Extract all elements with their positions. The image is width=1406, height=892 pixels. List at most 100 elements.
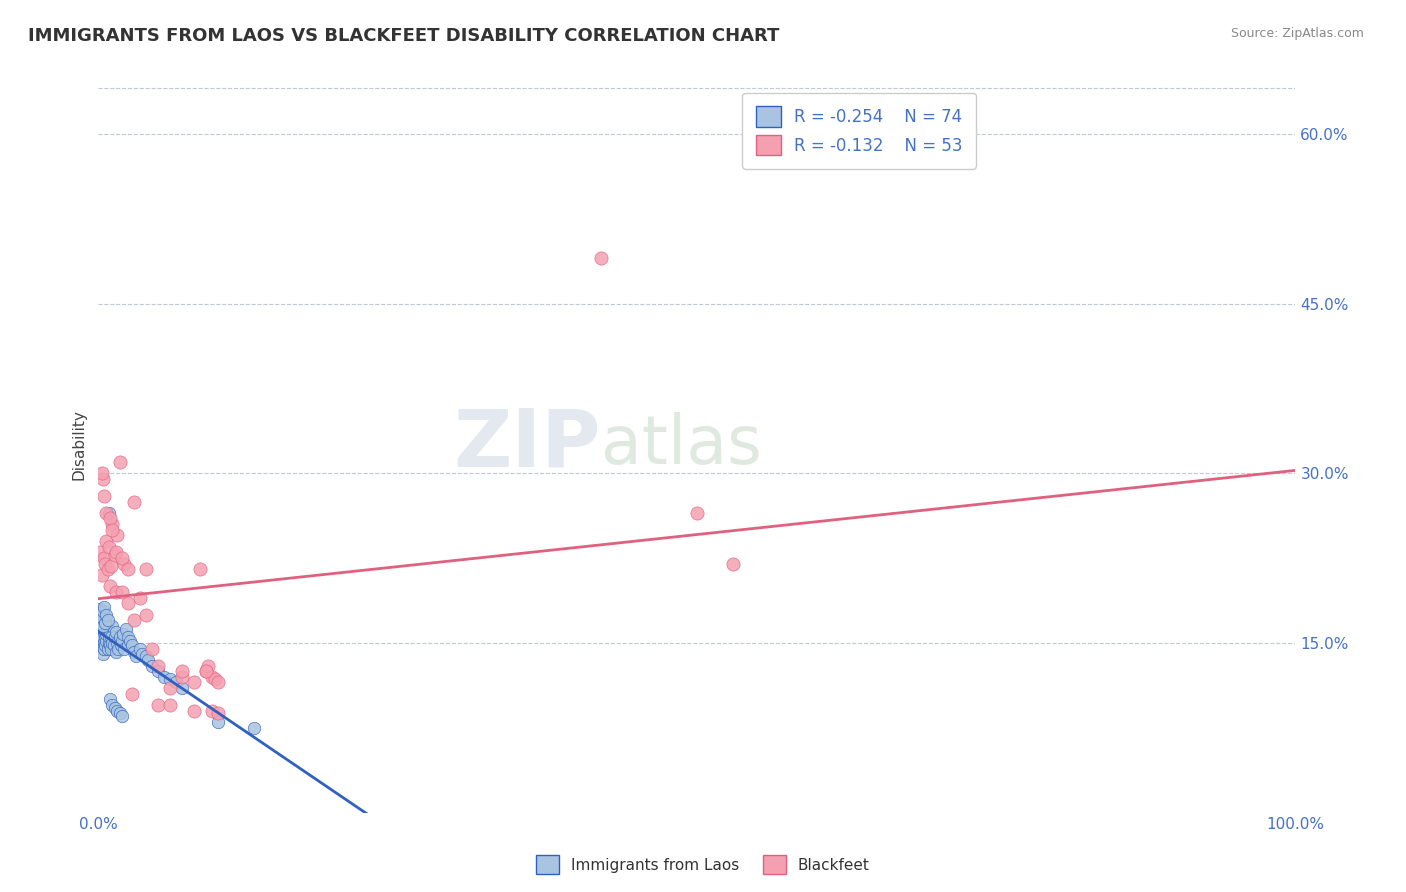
- Point: [93, 551, 115, 566]
- Point: [96, 633, 118, 648]
- Point: [120, 633, 142, 648]
- Point: [117, 562, 139, 576]
- Point: [107, 641, 129, 656]
- Point: [94, 615, 117, 630]
- Point: [108, 455, 131, 469]
- Point: [97, 630, 120, 644]
- Point: [94, 557, 117, 571]
- Point: [89, 630, 111, 644]
- Point: [105, 624, 128, 639]
- Point: [91, 619, 114, 633]
- Point: [89, 638, 111, 652]
- Point: [94, 630, 117, 644]
- Point: [122, 494, 145, 508]
- Point: [242, 721, 264, 735]
- Text: IMMIGRANTS FROM LAOS VS BLACKFEET DISABILITY CORRELATION CHART: IMMIGRANTS FROM LAOS VS BLACKFEET DISABI…: [28, 27, 779, 45]
- Point: [104, 548, 127, 562]
- Point: [129, 591, 152, 605]
- Point: [110, 638, 132, 652]
- Point: [93, 641, 115, 656]
- Point: [89, 607, 111, 622]
- Point: [96, 506, 118, 520]
- Point: [170, 681, 193, 695]
- Point: [98, 579, 121, 593]
- Point: [105, 645, 128, 659]
- Point: [105, 636, 128, 650]
- Point: [105, 545, 128, 559]
- Point: [100, 641, 122, 656]
- Text: atlas: atlas: [600, 412, 762, 478]
- Point: [204, 672, 226, 686]
- Point: [138, 653, 160, 667]
- Point: [98, 638, 121, 652]
- Point: [108, 630, 131, 644]
- Point: [101, 619, 124, 633]
- Point: [90, 611, 112, 625]
- Point: [114, 623, 136, 637]
- Point: [201, 704, 224, 718]
- Point: [89, 613, 111, 627]
- Point: [721, 557, 744, 571]
- Point: [146, 658, 169, 673]
- Point: [96, 627, 118, 641]
- Point: [101, 523, 124, 537]
- Point: [170, 670, 193, 684]
- Point: [117, 630, 139, 644]
- Point: [111, 551, 134, 566]
- Point: [105, 704, 128, 718]
- Point: [112, 557, 135, 571]
- Point: [111, 585, 134, 599]
- Point: [91, 604, 114, 618]
- Point: [121, 638, 143, 652]
- Point: [207, 675, 229, 690]
- Point: [122, 613, 145, 627]
- Point: [93, 636, 115, 650]
- Point: [89, 545, 111, 559]
- Point: [146, 698, 169, 712]
- Point: [112, 641, 135, 656]
- Point: [686, 506, 709, 520]
- Text: Source: ZipAtlas.com: Source: ZipAtlas.com: [1230, 27, 1364, 40]
- Point: [97, 623, 120, 637]
- Point: [141, 658, 163, 673]
- Legend: Immigrants from Laos, Blackfeet: Immigrants from Laos, Blackfeet: [530, 849, 876, 880]
- Point: [165, 675, 187, 690]
- Point: [89, 615, 111, 630]
- Point: [197, 658, 219, 673]
- Point: [141, 641, 163, 656]
- Point: [91, 630, 114, 644]
- Point: [93, 489, 115, 503]
- Point: [101, 698, 124, 712]
- Point: [91, 619, 114, 633]
- Y-axis label: Disability: Disability: [72, 409, 86, 481]
- Point: [103, 638, 125, 652]
- Point: [98, 692, 121, 706]
- Point: [201, 670, 224, 684]
- Point: [89, 633, 111, 648]
- Point: [194, 664, 217, 678]
- Point: [97, 641, 120, 656]
- Point: [90, 641, 112, 656]
- Point: [207, 706, 229, 720]
- Point: [104, 701, 127, 715]
- Point: [146, 664, 169, 678]
- Point: [188, 562, 211, 576]
- Point: [111, 709, 134, 723]
- Point: [96, 607, 118, 622]
- Point: [97, 506, 120, 520]
- Point: [135, 562, 157, 576]
- Point: [100, 559, 122, 574]
- Point: [194, 664, 217, 678]
- Point: [90, 623, 112, 637]
- Point: [101, 517, 124, 532]
- Text: ZIP: ZIP: [454, 406, 600, 484]
- Point: [159, 672, 181, 686]
- Point: [94, 638, 117, 652]
- Point: [98, 511, 121, 525]
- Point: [101, 636, 124, 650]
- Point: [170, 664, 193, 678]
- Point: [91, 647, 114, 661]
- Point: [93, 599, 115, 614]
- Point: [90, 627, 112, 641]
- Point: [96, 534, 118, 549]
